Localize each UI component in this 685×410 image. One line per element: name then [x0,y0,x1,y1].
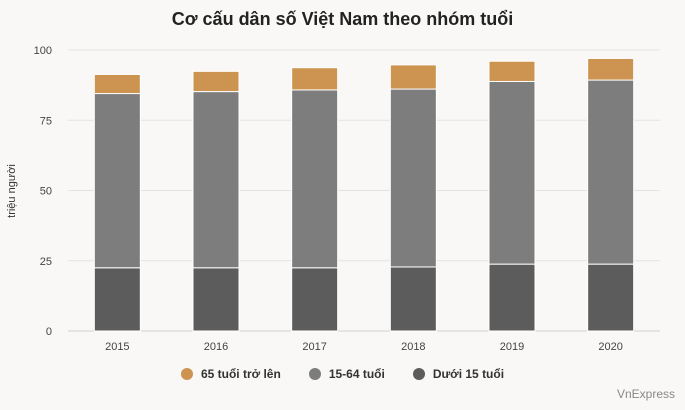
bar-segment-2016-0[interactable] [192,267,240,332]
x-tick-label: 2019 [500,341,524,353]
bar-segment-2015-2[interactable] [93,73,141,95]
chart-title: Cơ cấu dân số Việt Nam theo nhóm tuổi [171,9,514,29]
legend-swatch-under-15 [412,368,425,380]
bar-segment-2018-2[interactable] [389,64,437,90]
legend-label-under-15: Dưới 15 tuổi [432,367,505,381]
bar-segment-2020-2[interactable] [587,57,635,81]
y-axis-label: triệu người [6,164,18,218]
bar-segment-2020-0[interactable] [587,263,635,332]
legend-swatch-15-64 [308,368,321,380]
x-tick-label: 2018 [401,341,425,353]
legend-label-65-plus: 65 tuổi trở lên [200,367,281,381]
bar-segment-2016-2[interactable] [192,70,240,93]
bar-segment-2015-1[interactable] [93,93,141,269]
legend-item-under-15[interactable]: Dưới 15 tuổi [412,367,505,381]
x-tick-label: 2016 [204,341,228,353]
legend-item-65-plus[interactable]: 65 tuổi trở lên [180,367,281,381]
bar-segment-2016-1[interactable] [192,91,240,269]
bar-segment-2020-1[interactable] [587,79,635,265]
source-credit: VnExpress [616,387,675,401]
x-tick-label: 2020 [598,341,622,353]
y-tick-label: 75 [40,115,52,127]
x-tick-label: 2015 [105,341,129,353]
x-tick-label: 2017 [302,341,326,353]
y-tick-label: 0 [46,326,52,338]
bar-segment-2015-0[interactable] [93,267,141,332]
legend-swatch-65-plus [180,368,193,380]
y-tick-label: 25 [40,256,52,268]
bar-segment-2017-0[interactable] [291,267,339,332]
bar-segment-2018-1[interactable] [389,88,437,268]
bar-segment-2017-1[interactable] [291,89,339,269]
bar-segment-2019-1[interactable] [488,80,536,265]
bar-segment-2018-0[interactable] [389,266,437,332]
bar-segment-2017-2[interactable] [291,67,339,91]
y-tick-label: 50 [40,186,52,198]
y-tick-label: 100 [34,45,52,57]
bar-segment-2019-2[interactable] [488,60,536,82]
legend-item-15-64[interactable]: 15-64 tuổi [308,367,385,381]
legend: 65 tuổi trở lên 15-64 tuổi Dưới 15 tuổi [0,367,685,381]
legend-label-15-64: 15-64 tuổi [328,367,385,381]
bar-segment-2019-0[interactable] [488,263,536,332]
chart-plot: 0 25 50 75 100 2015 2016 2017 2018 2019 2020 triệu… [6,45,660,353]
